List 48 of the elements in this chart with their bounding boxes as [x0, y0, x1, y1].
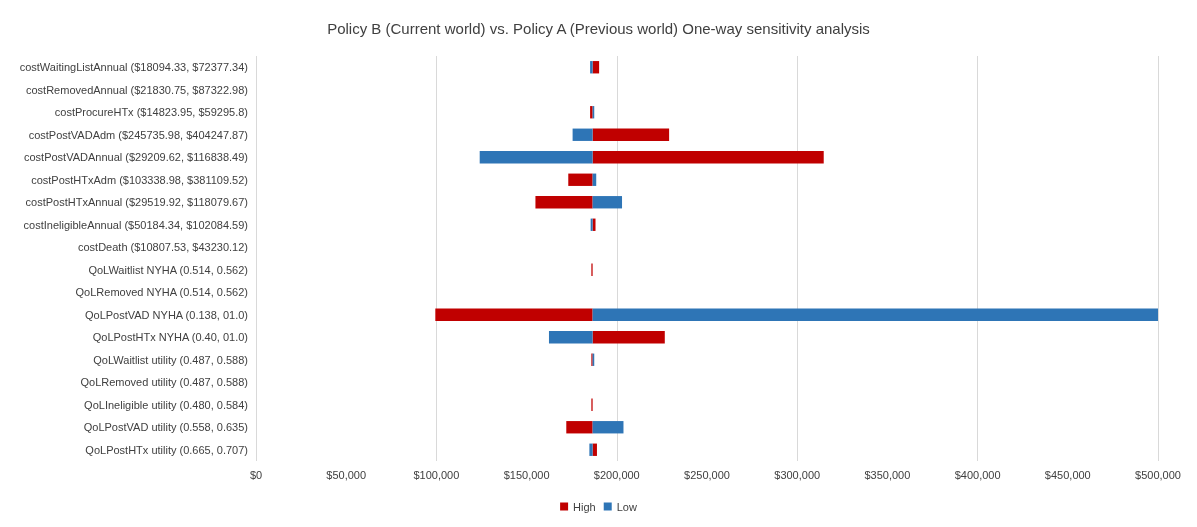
bar: [592, 331, 665, 344]
x-tick-label: $200,000: [593, 468, 640, 481]
y-tick-label: QoLPostVAD NYHA (0.138, 01.0): [84, 308, 248, 321]
y-tick-label: QoLWaitlist utility (0.487, 0.588): [93, 353, 248, 366]
legend-label: Low: [616, 500, 637, 513]
x-tick-label: $50,000: [326, 468, 367, 481]
x-tick-label: $150,000: [503, 468, 550, 481]
bar: [589, 443, 593, 456]
legend-label: High: [573, 500, 596, 513]
y-tick-label: costDeath ($10807.53, $43230.12): [77, 241, 248, 254]
y-tick-label: costPostVADAdm ($245735.98, $404247.87): [28, 128, 248, 141]
y-tick-label: QoLPostHTx NYHA (0.40, 01.0): [92, 331, 248, 344]
y-tick-label: costPostHTxAdm ($103338.98, $381109.52): [31, 173, 248, 186]
bar: [568, 173, 593, 186]
y-tick-label: costIneligibleAnnual ($50184.34, $102084.59): [23, 218, 248, 231]
bar: [479, 151, 593, 164]
y-tick-label: QoLRemoved utility (0.487, 0.588): [80, 376, 248, 389]
y-tick-label: costWaitingListAnnual ($18094.33, $72377.34): [19, 61, 248, 74]
x-tick-label: $350,000: [864, 468, 911, 481]
bar: [592, 196, 623, 209]
x-tick-label: $0: [249, 468, 263, 481]
bar: [592, 421, 624, 434]
y-tick-label: QoLPostVAD utility (0.558, 0.635): [83, 421, 248, 434]
y-tick-label: QoLRemoved NYHA (0.514, 0.562): [75, 286, 248, 299]
y-tick-label: QoLIneligible utility (0.480, 0.584): [84, 398, 248, 411]
y-tick-label: costPostVADAnnual ($29209.62, $116838.49): [23, 151, 248, 164]
x-tick-label: $450,000: [1044, 468, 1091, 481]
chart-title: Policy B (Current world) vs. Policy A (Previous world) One-way sensitivity analysis: [327, 20, 870, 37]
x-tick-label: $300,000: [774, 468, 821, 481]
x-tick-label: $500,000: [1135, 468, 1181, 481]
bar: [566, 421, 593, 434]
x-tick-label: $100,000: [413, 468, 460, 481]
bar: [572, 128, 593, 141]
y-tick-label: QoLPostHTx utility (0.665, 0.707): [85, 443, 248, 456]
y-tick-label: costPostHTxAnnual ($29519.92, $118079.67): [25, 196, 248, 209]
bar: [592, 128, 670, 141]
x-tick-label: $400,000: [954, 468, 1001, 481]
bar: [535, 196, 593, 209]
x-tick-label: $250,000: [684, 468, 730, 481]
bar: [592, 61, 600, 74]
bar: [590, 61, 593, 74]
bar: [435, 308, 593, 321]
y-tick-label: costProcureHTx ($14823.95, $59295.8): [54, 106, 248, 119]
bar: [592, 151, 824, 164]
y-tick-label: QoLWaitlist NYHA (0.514, 0.562): [88, 263, 248, 276]
y-tick-label: costRemovedAnnual ($21830.75, $87322.98): [26, 83, 248, 96]
bar: [592, 308, 1158, 321]
bar: [548, 331, 593, 344]
